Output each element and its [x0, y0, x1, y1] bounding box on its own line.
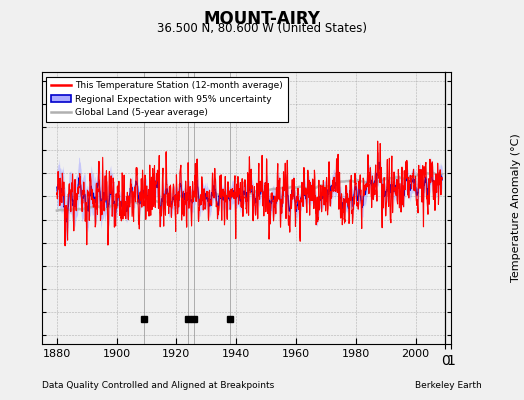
Text: Data Quality Controlled and Aligned at Breakpoints: Data Quality Controlled and Aligned at B…: [42, 381, 274, 390]
Text: 36.500 N, 80.600 W (United States): 36.500 N, 80.600 W (United States): [157, 22, 367, 35]
Text: MOUNT-AIRY: MOUNT-AIRY: [203, 10, 321, 28]
Text: Berkeley Earth: Berkeley Earth: [416, 381, 482, 390]
Text: Temperature Anomaly (°C): Temperature Anomaly (°C): [511, 134, 521, 282]
